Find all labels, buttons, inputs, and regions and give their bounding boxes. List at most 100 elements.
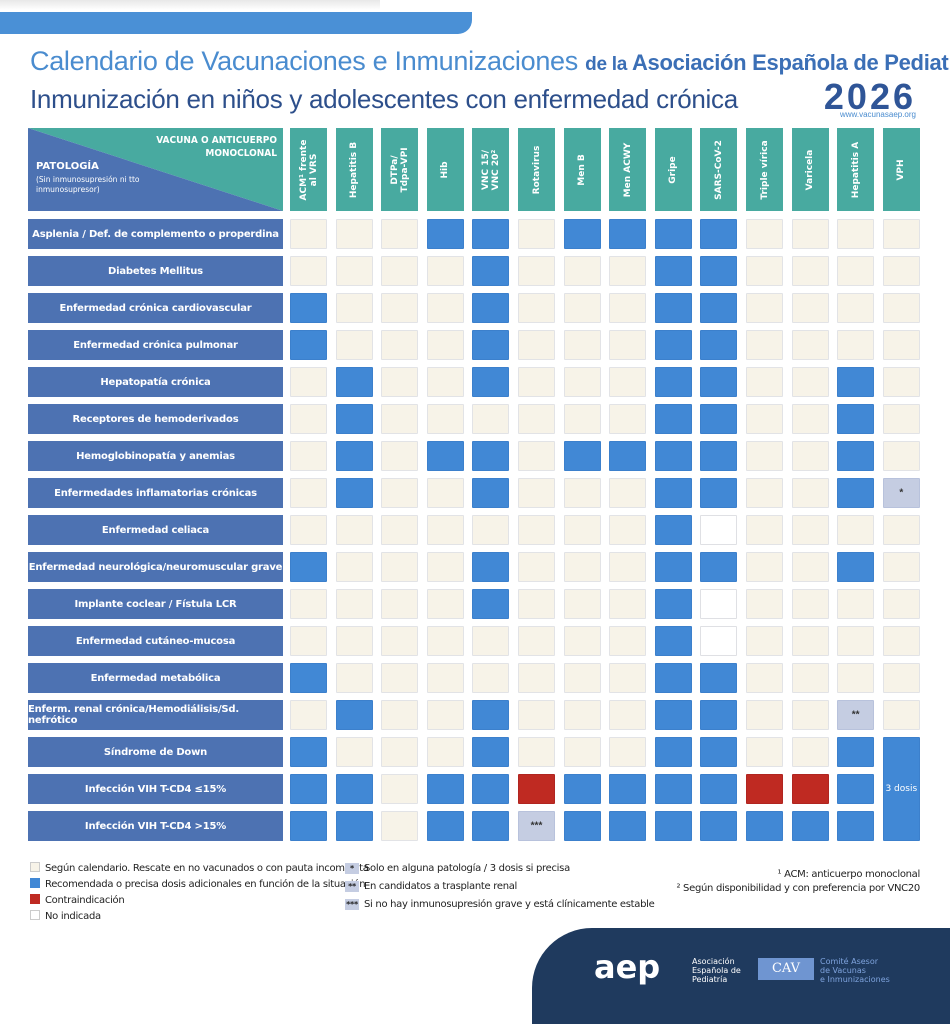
- pathology-row-label: Hepatopatía crónica: [28, 367, 283, 397]
- cell-segun-calendario: [609, 293, 647, 323]
- cell-recomendada: [290, 811, 327, 841]
- cell-segun-calendario: [609, 367, 647, 397]
- cell-recomendada: [654, 404, 692, 434]
- cell-segun-calendario: [381, 256, 419, 286]
- cell-segun-calendario: [746, 256, 783, 286]
- cell-segun-calendario: [563, 700, 601, 730]
- cell-segun-calendario: [563, 515, 601, 545]
- cell-segun-calendario: [837, 589, 875, 619]
- cell-segun-calendario: [609, 700, 647, 730]
- cell-recomendada: [472, 441, 510, 471]
- cell-segun-calendario: [882, 404, 920, 434]
- cell-recomendada: [472, 256, 510, 286]
- cell-segun-calendario: [335, 552, 373, 582]
- cell-recomendada: [609, 811, 647, 841]
- cell-segun-calendario: [472, 404, 510, 434]
- cell-segun-calendario: [563, 256, 601, 286]
- cell-segun-calendario: [609, 663, 647, 693]
- vaccine-header: Varicela: [791, 128, 829, 211]
- cell-segun-calendario: [335, 330, 373, 360]
- legend-symbol: *: [345, 863, 359, 874]
- cell-segun-calendario: [746, 663, 783, 693]
- cell-segun-calendario: [609, 404, 647, 434]
- legend-text: Si no hay inmunosupresión grave y está c…: [364, 899, 655, 910]
- cell-segun-calendario: [518, 626, 555, 656]
- cell-segun-calendario: [290, 219, 327, 249]
- cell-segun-calendario: [518, 219, 555, 249]
- legend-swatch-calendar: [30, 862, 40, 872]
- cell-segun-calendario: [563, 478, 601, 508]
- cell-segun-calendario: [882, 515, 920, 545]
- vaccine-header: VNC 15/ VNC 20²: [472, 128, 510, 211]
- cell-recomendada: [837, 404, 875, 434]
- legend-symbol: **: [345, 881, 359, 892]
- aep-logo-text: Asociación Española de Pediatría: [692, 957, 741, 984]
- cell-segun-calendario: [563, 330, 601, 360]
- cell-segun-calendario: [518, 441, 555, 471]
- cell-segun-calendario: [518, 478, 555, 508]
- title-main: Calendario de Vacunaciones e Inmunizacio…: [30, 46, 586, 76]
- vaccine-header: Hepatitis B: [335, 128, 373, 211]
- cell-nota: *: [882, 478, 920, 508]
- cell-segun-calendario: [609, 256, 647, 286]
- footnote: ² Según disponibilidad y con preferencia…: [676, 883, 920, 894]
- cell-segun-calendario: [837, 515, 875, 545]
- pathology-row-label: Enfermedad cutáneo-mucosa: [28, 626, 283, 656]
- vaccine-header: ACM¹ frente al VRS: [290, 128, 327, 211]
- cell-recomendada: [472, 478, 510, 508]
- cell-recomendada: [290, 737, 327, 767]
- corner-split-graphic: [28, 128, 283, 211]
- cell-no-indicada: [700, 515, 738, 545]
- cell-segun-calendario: [426, 663, 464, 693]
- cell-segun-calendario: [882, 441, 920, 471]
- cell-segun-calendario: [791, 737, 829, 767]
- vaccine-header: DTPa/ Tdpa-VPI: [381, 128, 419, 211]
- cell-segun-calendario: [426, 330, 464, 360]
- vaccine-header-label: Hepatitis A: [850, 141, 861, 198]
- cell-segun-calendario: [381, 552, 419, 582]
- cell-segun-calendario: [381, 737, 419, 767]
- vaccine-header-label: Triple vírica: [759, 139, 770, 200]
- cell-recomendada: [472, 330, 510, 360]
- cell-segun-calendario: [746, 737, 783, 767]
- cell-recomendada: [335, 774, 373, 804]
- cell-segun-calendario: [518, 404, 555, 434]
- cell-recomendada: [472, 737, 510, 767]
- pathology-row-label: Enfermedades inflamatorias crónicas: [28, 478, 283, 508]
- cell-segun-calendario: [290, 700, 327, 730]
- cell-segun-calendario: [563, 404, 601, 434]
- cell-segun-calendario: [290, 589, 327, 619]
- cell-segun-calendario: [472, 663, 510, 693]
- vaccine-header-label: Men B: [577, 153, 588, 186]
- cell-note-mark: *: [899, 487, 904, 499]
- cell-recomendada: [746, 811, 783, 841]
- cell-segun-calendario: [837, 330, 875, 360]
- cell-recomendada: [335, 404, 373, 434]
- pathology-row-label: Enferm. renal crónica/Hemodiálisis/Sd. n…: [28, 700, 283, 730]
- cell-segun-calendario: [290, 515, 327, 545]
- cell-segun-calendario: [426, 552, 464, 582]
- cell-recomendada: [563, 441, 601, 471]
- pathology-axis-sublabel: (Sin inmunosupresión ni tto inmunosupres…: [36, 175, 140, 194]
- vaccine-header: Hepatitis A: [837, 128, 875, 211]
- cell-recomendada: [700, 441, 738, 471]
- cell-recomendada: [335, 441, 373, 471]
- cell-segun-calendario: [882, 552, 920, 582]
- cell-segun-calendario: [746, 515, 783, 545]
- page-title: Calendario de Vacunaciones e Inmunizacio…: [30, 46, 950, 77]
- vaccine-header: Rotavirus: [518, 128, 555, 211]
- vaccine-header: Triple vírica: [746, 128, 783, 211]
- cell-segun-calendario: [791, 626, 829, 656]
- cell-segun-calendario: [381, 589, 419, 619]
- cell-segun-calendario: [518, 367, 555, 397]
- cell-recomendada: [654, 515, 692, 545]
- cell-segun-calendario: [791, 293, 829, 323]
- cell-segun-calendario: [426, 515, 464, 545]
- cell-recomendada: [472, 293, 510, 323]
- cell-segun-calendario: [609, 589, 647, 619]
- cell-segun-calendario: [746, 219, 783, 249]
- cell-recomendada: [654, 552, 692, 582]
- cell-segun-calendario: [837, 256, 875, 286]
- cell-recomendada: [700, 256, 738, 286]
- cell-segun-calendario: [746, 589, 783, 619]
